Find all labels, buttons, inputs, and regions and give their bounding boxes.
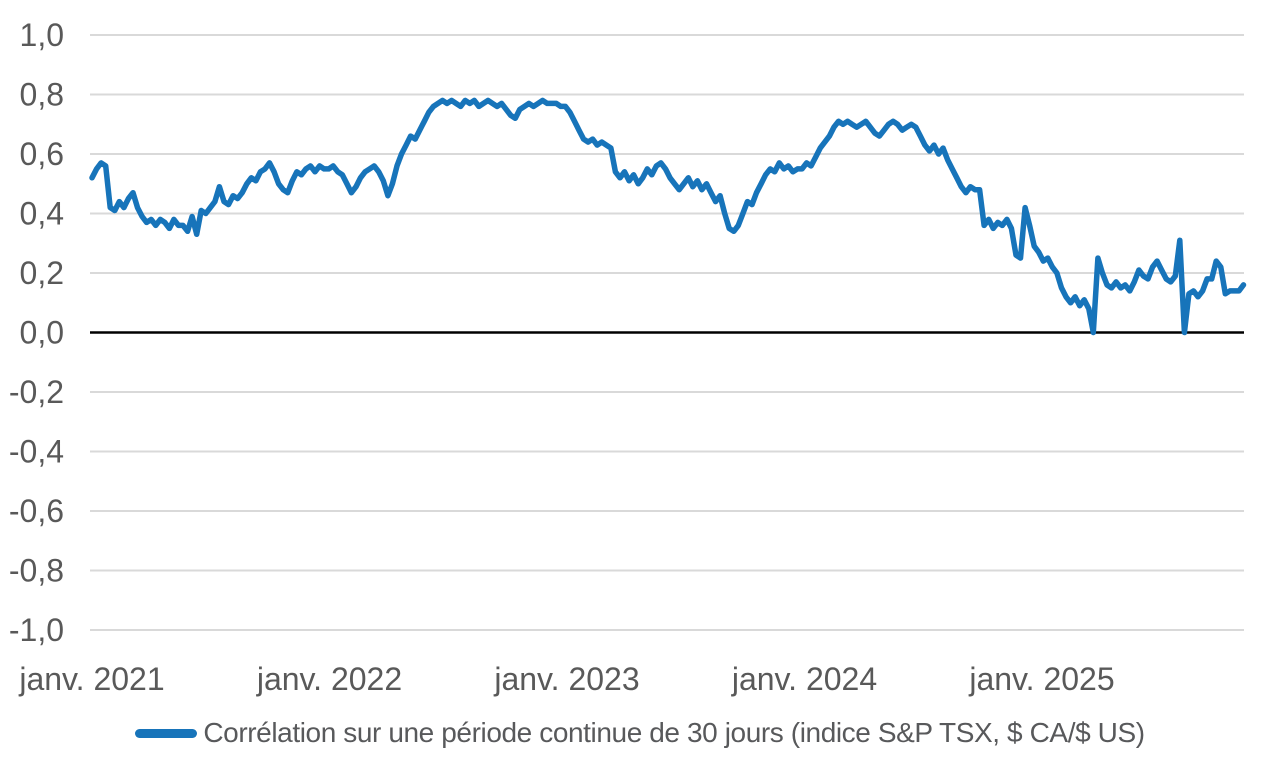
y-axis-tick-label: 0,6 <box>20 136 64 172</box>
y-axis-tick-label: 0,8 <box>20 77 64 113</box>
correlation-line <box>89 97 1247 336</box>
y-axis-tick-label: -0,2 <box>9 374 64 410</box>
y-axis-tick-label: -0,8 <box>9 553 64 589</box>
legend: Corrélation sur une période continue de … <box>0 714 1280 752</box>
x-axis-tick-label: janv. 2025 <box>968 661 1114 697</box>
y-axis-tick-label: 0,4 <box>20 196 64 232</box>
y-axis-tick-label: -0,6 <box>9 493 64 529</box>
x-axis-tick-label: janv. 2024 <box>731 661 877 697</box>
x-axis-tick-label: janv. 2021 <box>18 661 164 697</box>
y-axis-tick-label: 0,2 <box>20 255 64 291</box>
correlation-line-chart: 1,0 0,8 0,6 0,4 0,2 0,0 -0,2 -0,4 -0,6 -0,8 -1,0 ja… <box>9 17 1247 697</box>
legend-label: Corrélation sur une période continue de … <box>203 717 1145 748</box>
y-axis-tick-label: 1,0 <box>20 17 64 53</box>
y-axis-tick-label: 0,0 <box>20 315 64 351</box>
y-axis-tick-label: -1,0 <box>9 612 64 648</box>
x-axis-tick-label: janv. 2022 <box>256 661 402 697</box>
x-axis-tick-label: janv. 2023 <box>493 661 639 697</box>
legend-line-marker <box>135 728 198 738</box>
y-axis-tick-label: -0,4 <box>9 434 64 470</box>
